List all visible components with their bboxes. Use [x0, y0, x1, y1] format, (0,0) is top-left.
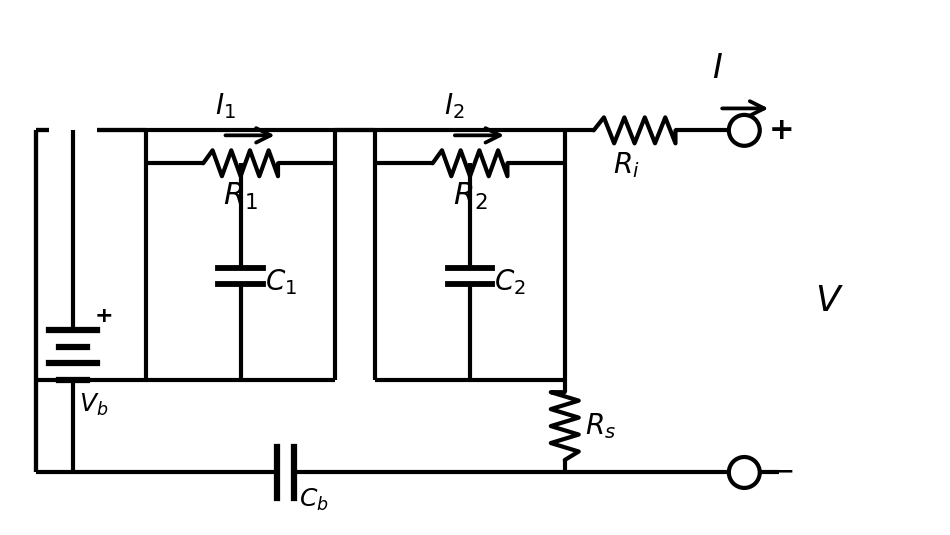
Text: +: + — [95, 306, 114, 326]
Text: $R_2$: $R_2$ — [452, 181, 487, 212]
Text: $V_b$: $V_b$ — [79, 392, 108, 418]
Text: $I_1$: $I_1$ — [215, 91, 236, 121]
Text: $R_1$: $R_1$ — [223, 181, 258, 212]
Text: $C_1$: $C_1$ — [264, 268, 296, 297]
Text: $R_i$: $R_i$ — [614, 150, 640, 180]
Text: $C_2$: $C_2$ — [494, 268, 525, 297]
Text: $I_2$: $I_2$ — [444, 91, 465, 121]
Text: $C_b$: $C_b$ — [299, 486, 330, 513]
Text: $V$: $V$ — [815, 285, 844, 318]
Text: +: + — [770, 116, 795, 145]
Text: $R_s$: $R_s$ — [584, 411, 616, 441]
Text: $I$: $I$ — [712, 52, 723, 86]
Text: $-$: $-$ — [770, 456, 793, 485]
